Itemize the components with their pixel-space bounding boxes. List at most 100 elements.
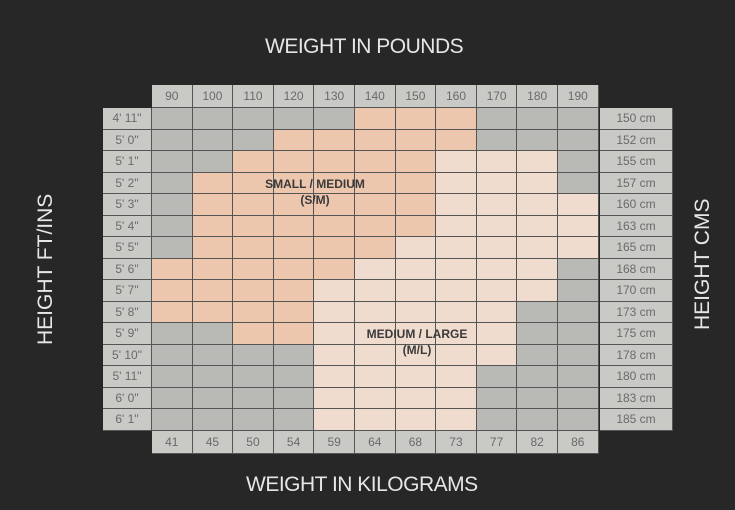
cell-small-medium xyxy=(395,172,437,194)
cell-na xyxy=(192,129,234,151)
cell-na xyxy=(233,366,274,388)
cell-medium-large xyxy=(395,344,437,366)
cell-na xyxy=(314,108,355,130)
cell-medium-large xyxy=(476,215,518,237)
row-height-cm: 157 cm xyxy=(600,172,673,194)
cell-medium-large xyxy=(314,301,355,323)
footer-kg: 73 xyxy=(436,430,477,454)
cell-na xyxy=(233,409,274,431)
cell-na xyxy=(476,366,518,388)
cell-small-medium xyxy=(273,215,315,237)
footer-kg: 45 xyxy=(192,430,234,454)
cell-small-medium xyxy=(233,301,274,323)
cell-na xyxy=(192,409,234,431)
cell-small-medium xyxy=(355,194,396,216)
cell-small-medium xyxy=(314,237,355,259)
cell-small-medium xyxy=(233,237,274,259)
cell-na xyxy=(558,366,599,388)
cell-medium-large xyxy=(436,194,477,216)
cell-small-medium xyxy=(355,237,396,259)
cell-na xyxy=(152,344,193,366)
cell-medium-large xyxy=(436,323,477,345)
cell-medium-large xyxy=(395,387,437,409)
cell-medium-large xyxy=(355,258,396,280)
cell-na xyxy=(192,344,234,366)
cell-medium-large xyxy=(517,215,558,237)
cell-medium-large xyxy=(395,280,437,302)
cell-na xyxy=(152,172,193,194)
cell-medium-large xyxy=(436,151,477,173)
header-lbs: 90 xyxy=(152,85,193,108)
cell-small-medium xyxy=(192,258,234,280)
cell-na xyxy=(273,344,315,366)
row-height-cm: 165 cm xyxy=(600,237,673,259)
cell-na xyxy=(192,387,234,409)
cell-na xyxy=(152,366,193,388)
cell-na xyxy=(233,344,274,366)
cell-medium-large xyxy=(476,237,518,259)
cell-small-medium xyxy=(192,301,234,323)
row-height-ft: 4' 11" xyxy=(103,108,152,130)
cell-medium-large xyxy=(314,280,355,302)
cell-na xyxy=(558,409,599,431)
cell-medium-large xyxy=(517,258,558,280)
cell-na xyxy=(152,215,193,237)
row-height-cm: 173 cm xyxy=(600,301,673,323)
cell-medium-large xyxy=(558,194,599,216)
cell-medium-large xyxy=(355,387,396,409)
cell-na xyxy=(558,280,599,302)
cell-na xyxy=(152,237,193,259)
cell-medium-large xyxy=(395,301,437,323)
cell-na xyxy=(476,129,518,151)
cell-small-medium xyxy=(273,129,315,151)
row-height-ft: 5' 2" xyxy=(103,172,152,194)
row-height-cm: 178 cm xyxy=(600,344,673,366)
row-height-cm: 160 cm xyxy=(600,194,673,216)
footer-kg: 54 xyxy=(273,430,315,454)
cell-small-medium xyxy=(395,108,437,130)
cell-small-medium xyxy=(314,194,355,216)
size-label: MEDIUM / LARGE xyxy=(366,327,468,341)
cell-na xyxy=(273,409,315,431)
label-small-medium: SMALL / MEDIUM (S/M) xyxy=(250,176,380,208)
cell-small-medium xyxy=(152,301,193,323)
cell-small-medium xyxy=(395,194,437,216)
cell-medium-large xyxy=(517,151,558,173)
cell-small-medium xyxy=(233,258,274,280)
header-lbs: 120 xyxy=(273,85,315,108)
cell-na xyxy=(517,409,558,431)
row-height-cm: 163 cm xyxy=(600,215,673,237)
cell-medium-large xyxy=(355,409,396,431)
label-medium-large: MEDIUM / LARGE (M/L) xyxy=(352,326,482,358)
cell-medium-large xyxy=(314,344,355,366)
cell-medium-large xyxy=(436,301,477,323)
size-abbr: (M/L) xyxy=(402,343,432,357)
cell-na xyxy=(152,129,193,151)
row-height-cm: 150 cm xyxy=(600,108,673,130)
cell-small-medium xyxy=(152,280,193,302)
cell-medium-large xyxy=(314,366,355,388)
header-lbs: 110 xyxy=(233,85,274,108)
cell-medium-large xyxy=(436,366,477,388)
cell-medium-large xyxy=(476,258,518,280)
row-height-cm: 168 cm xyxy=(600,258,673,280)
footer-kg: 41 xyxy=(152,430,193,454)
row-height-cm: 155 cm xyxy=(600,151,673,173)
cell-medium-large xyxy=(395,323,437,345)
cell-medium-large xyxy=(476,344,518,366)
row-height-cm: 180 cm xyxy=(600,366,673,388)
cell-small-medium xyxy=(436,129,477,151)
row-height-ft: 6' 0" xyxy=(103,387,152,409)
cell-na xyxy=(558,387,599,409)
cell-small-medium xyxy=(436,108,477,130)
cell-na xyxy=(558,151,599,173)
header-lbs: 190 xyxy=(558,85,599,108)
footer-kg: 86 xyxy=(558,430,599,454)
cell-small-medium xyxy=(395,151,437,173)
cell-medium-large xyxy=(355,301,396,323)
cell-medium-large xyxy=(476,151,518,173)
cell-na xyxy=(233,387,274,409)
cell-medium-large xyxy=(517,237,558,259)
cell-small-medium xyxy=(233,280,274,302)
cell-medium-large xyxy=(517,172,558,194)
